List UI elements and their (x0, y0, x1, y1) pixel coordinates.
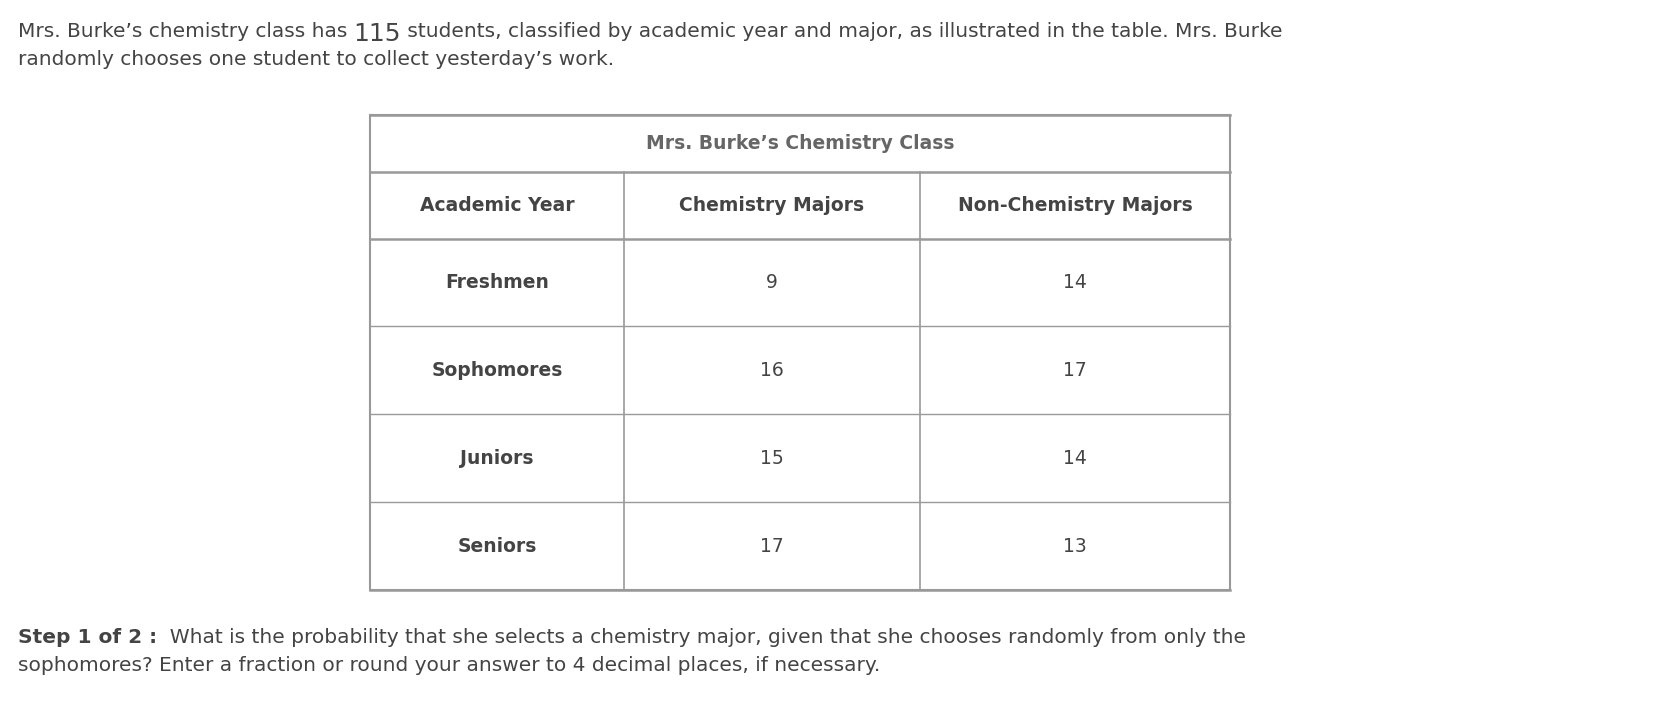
Text: 14: 14 (1063, 273, 1087, 292)
Text: 17: 17 (760, 536, 784, 555)
Text: Step 1 of 2 :: Step 1 of 2 : (18, 628, 156, 647)
Text: sophomores? Enter a fraction or round your answer to 4 decimal places, if necess: sophomores? Enter a fraction or round yo… (18, 656, 880, 675)
Text: Sophomores: Sophomores (431, 361, 562, 380)
Text: 15: 15 (760, 449, 784, 468)
Text: Juniors: Juniors (461, 449, 534, 468)
Text: 13: 13 (1063, 536, 1087, 555)
Text: 17: 17 (1063, 361, 1087, 380)
Text: Mrs. Burke’s Chemistry Class: Mrs. Burke’s Chemistry Class (646, 134, 953, 153)
Text: Freshmen: Freshmen (444, 273, 549, 292)
Text: 9: 9 (765, 273, 779, 292)
Text: Mrs. Burke’s chemistry class has: Mrs. Burke’s chemistry class has (18, 22, 354, 41)
Text: Seniors: Seniors (458, 536, 536, 555)
Text: students, classified by academic year and major, as illustrated in the table. Mr: students, classified by academic year an… (401, 22, 1283, 41)
Text: Non-Chemistry Majors: Non-Chemistry Majors (958, 196, 1193, 215)
Text: Academic Year: Academic Year (419, 196, 574, 215)
Text: randomly chooses one student to collect yesterday’s work.: randomly chooses one student to collect … (18, 50, 614, 69)
Text: 16: 16 (760, 361, 784, 380)
Text: Chemistry Majors: Chemistry Majors (679, 196, 865, 215)
Text: What is the probability that she selects a chemistry major, given that she choos: What is the probability that she selects… (156, 628, 1246, 647)
Text: 115: 115 (354, 22, 401, 46)
Text: 14: 14 (1063, 449, 1087, 468)
Bar (369, 115, 1230, 590)
